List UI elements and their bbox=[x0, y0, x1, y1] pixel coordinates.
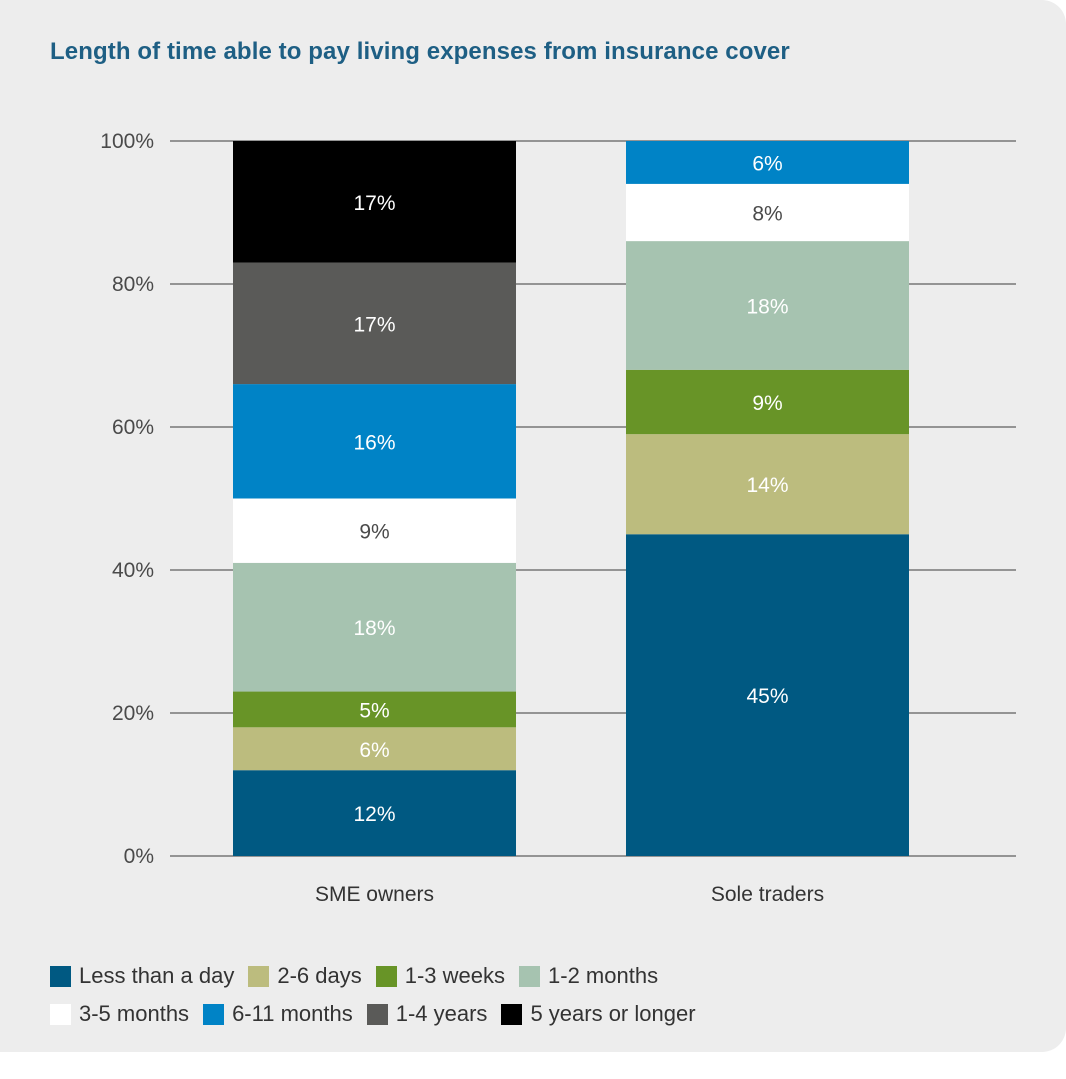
bar-segment bbox=[233, 727, 516, 771]
legend-label: 6-11 months bbox=[232, 1001, 353, 1026]
bar-segment bbox=[233, 562, 516, 692]
legend-item: 1-2 months bbox=[519, 963, 658, 989]
data-label: 14% bbox=[746, 474, 788, 497]
bar-segment bbox=[626, 434, 909, 535]
legend-item: 5 years or longer bbox=[501, 1001, 696, 1027]
y-tick-label: 20% bbox=[112, 702, 154, 725]
data-label: 17% bbox=[353, 313, 395, 336]
legend-item: 2-6 days bbox=[248, 963, 362, 989]
legend-label: 5 years or longer bbox=[530, 1001, 696, 1026]
bar-segment bbox=[233, 498, 516, 563]
data-label: 9% bbox=[359, 521, 389, 544]
legend-item: 6-11 months bbox=[203, 1001, 353, 1027]
legend-swatch bbox=[375, 965, 397, 987]
data-label: 16% bbox=[353, 431, 395, 454]
data-label: 9% bbox=[752, 392, 782, 415]
bar-segment bbox=[626, 241, 909, 370]
legend-item: 3-5 months bbox=[50, 1001, 189, 1027]
y-tick-label: 100% bbox=[100, 130, 154, 153]
y-tick-label: 60% bbox=[112, 416, 154, 439]
bar-segment bbox=[626, 534, 909, 856]
y-tick-label: 80% bbox=[112, 273, 154, 296]
data-label: 18% bbox=[353, 617, 395, 640]
y-tick-label: 40% bbox=[112, 559, 154, 582]
chart-title: Length of time able to pay living expens… bbox=[50, 38, 790, 65]
bar-segment bbox=[233, 691, 516, 728]
x-tick-label: SME owners bbox=[315, 883, 434, 906]
data-label: 18% bbox=[746, 295, 788, 318]
legend-label: 1-2 months bbox=[548, 963, 659, 988]
stacked-bar-chart: 0% 20% 40% 60% 80% 100% 12% 6% 5% 18% 9% 16% 17% 17% S… bbox=[100, 130, 1016, 906]
data-label: 5% bbox=[359, 699, 389, 722]
legend-label: 3-5 months bbox=[79, 1001, 190, 1026]
legend-row: Less than a day 2-6 days 1-3 weeks 1-2 mont… bbox=[50, 960, 950, 992]
bar-segment bbox=[626, 141, 909, 184]
legend-label: 1-4 years bbox=[395, 1001, 488, 1026]
bar-segment bbox=[233, 141, 516, 263]
legend-swatch bbox=[519, 965, 541, 987]
data-label: 6% bbox=[752, 152, 782, 175]
data-label: 17% bbox=[353, 192, 395, 215]
bar-segment bbox=[233, 384, 516, 499]
data-label: 6% bbox=[359, 739, 389, 762]
legend-swatch bbox=[501, 1003, 523, 1025]
legend-row: 3-5 months 6-11 months 1-4 years 5 years or… bbox=[50, 998, 950, 1030]
x-tick-label: Sole traders bbox=[711, 883, 824, 906]
legend-item: Less than a day bbox=[50, 963, 234, 989]
legend-swatch bbox=[366, 1003, 388, 1025]
legend-label: 2-6 days bbox=[277, 963, 362, 988]
legend-swatch bbox=[50, 1003, 71, 1025]
bar-segment bbox=[233, 262, 516, 385]
legend-label: Less than a day bbox=[79, 963, 235, 988]
legend-swatch bbox=[50, 965, 71, 987]
legend-item: 1-3 weeks bbox=[375, 963, 506, 989]
chart-legend: Less than a day 2-6 days 1-3 weeks 1-2 mont… bbox=[50, 960, 950, 1036]
bar-segment bbox=[233, 770, 516, 856]
legend-item: 1-4 years bbox=[366, 1001, 488, 1027]
legend-label: 1-3 weeks bbox=[404, 963, 506, 988]
data-label: 8% bbox=[752, 203, 782, 226]
data-label: 12% bbox=[353, 803, 395, 826]
legend-swatch bbox=[248, 965, 270, 987]
y-tick-label: 0% bbox=[124, 845, 154, 868]
legend-swatch bbox=[203, 1003, 225, 1025]
bar-segment bbox=[626, 183, 909, 242]
bar-segment bbox=[626, 369, 909, 435]
data-label: 45% bbox=[746, 685, 788, 708]
